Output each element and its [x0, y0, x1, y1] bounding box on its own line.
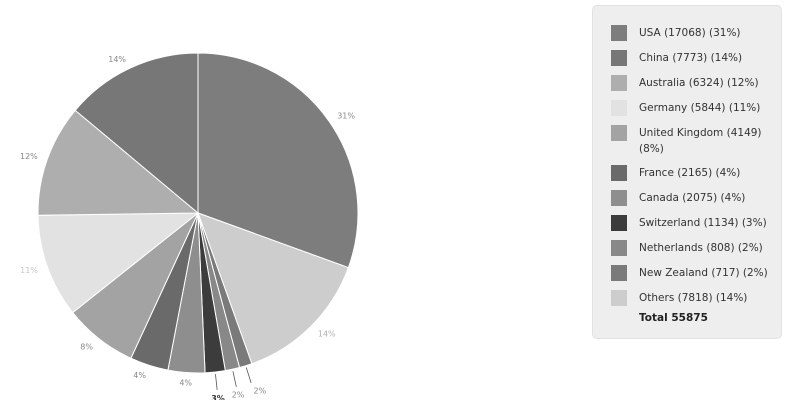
legend-swatch-france: [611, 165, 627, 181]
legend-label-switzerland: Switzerland (1134) (3%): [639, 217, 767, 229]
legend-label-china: China (7773) (14%): [639, 52, 743, 64]
legend-label-netherlands: Netherlands (808) (2%): [639, 242, 763, 254]
pie-slices: [37, 52, 359, 374]
legend-panel: USA (17068) (31%) China (7773) (14%) Austr…: [592, 5, 782, 339]
legend-label-germany: Germany (5844) (11%): [639, 102, 761, 114]
legend-swatch-germany: [611, 100, 627, 116]
pie-label-australia: 12%: [20, 152, 38, 161]
legend-swatch-united-kingdom: [611, 125, 627, 141]
legend-label-australia: Australia (6324) (12%): [639, 77, 759, 89]
pie-chart: 31% 14% 2% 2% 3% 4% 4% 8% 11% 12% 14%: [20, 52, 359, 400]
legend-swatch-australia: [611, 75, 627, 91]
legend-swatch-others: [611, 290, 627, 306]
pie-slice-australia[interactable]: [37, 109, 200, 216]
legend-swatch-new-zealand: [611, 265, 627, 281]
legend-label-others: Others (7818) (14%): [639, 292, 748, 304]
legend-label-united-kingdom: United Kingdom (4149) (8%): [639, 127, 762, 155]
pie-leader-lines: [215, 367, 252, 391]
pie-label-switzerland: 3%: [211, 394, 225, 400]
legend-label-new-zealand: New Zealand (717) (2%): [639, 267, 768, 279]
pie-label-new-zealand: 2%: [253, 387, 266, 396]
pie-label-others: 14%: [318, 330, 336, 339]
pie-label-united-kingdom: 8%: [80, 343, 93, 352]
legend-label-canada: Canada (2075) (4%): [639, 192, 746, 204]
pie-label-france: 4%: [133, 371, 146, 380]
pie-label-germany: 11%: [20, 266, 38, 275]
leader-line-netherlands: [232, 371, 237, 387]
legend-swatch-usa: [611, 25, 627, 41]
legend-swatch-netherlands: [611, 240, 627, 256]
leader-line-new-zealand: [245, 367, 252, 384]
pie-label-usa: 31%: [337, 111, 355, 120]
leader-line-switzerland: [215, 374, 218, 391]
legend-swatch-switzerland: [611, 215, 627, 231]
pie-label-canada: 4%: [179, 379, 192, 388]
pie-slice-others[interactable]: [197, 212, 350, 365]
legend-swatch-canada: [611, 190, 627, 206]
pie-label-netherlands: 2%: [232, 391, 245, 400]
legend-label-usa: USA (17068) (31%): [639, 27, 741, 39]
legend-label-france: France (2165) (4%): [639, 167, 741, 179]
legend-total: Total 55875: [639, 312, 708, 324]
legend-swatch-china: [611, 50, 627, 66]
pie-slice-china[interactable]: [74, 52, 199, 215]
pie-slice-germany[interactable]: [37, 212, 200, 314]
pie-percent-labels: 31% 14% 2% 2% 3% 4% 4% 8% 11% 12% 14%: [20, 55, 355, 400]
pie-label-china: 14%: [108, 55, 126, 64]
pie-slice-usa[interactable]: [197, 52, 359, 269]
